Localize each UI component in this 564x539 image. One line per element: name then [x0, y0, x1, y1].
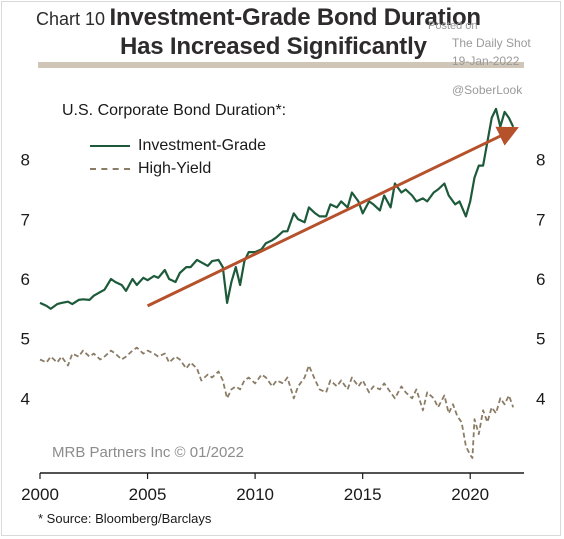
- legend-swatch-ig: [90, 145, 130, 147]
- legend-label-hy: High-Yield: [138, 160, 212, 177]
- y-tick-label-right: 8: [536, 151, 545, 170]
- y-tick-label-right: 5: [536, 330, 545, 349]
- legend-item-hy: High-Yield: [90, 160, 211, 178]
- legend-item-ig: Investment-Grade: [90, 137, 266, 155]
- chart-number: Chart 10: [36, 9, 106, 29]
- watermark-date: 19-Jan-2022: [452, 54, 520, 68]
- x-tick-label: 2015: [344, 485, 382, 504]
- legend-label-ig: Investment-Grade: [138, 137, 267, 154]
- y-tick-label-left: 7: [21, 210, 30, 229]
- y-tick-label-left: 8: [21, 151, 30, 170]
- title-line-2: Has Increased Significantly: [120, 33, 427, 60]
- watermark-site: The Daily Shot: [452, 36, 531, 50]
- watermark-handle: @SoberLook: [452, 83, 523, 97]
- trend-arrow: [146, 126, 519, 308]
- series-line-investment-grade: [39, 107, 515, 310]
- watermark-posted: Posted on: [428, 20, 478, 32]
- x-tick-label: 2010: [236, 485, 274, 504]
- y-tick-label-left: 4: [21, 389, 30, 408]
- chart-title: Chart 10 Investment-Grade Bond Duration …: [36, 4, 482, 60]
- x-tick-label: 2000: [21, 485, 59, 504]
- title-line-1: Investment-Grade Bond Duration: [109, 4, 482, 31]
- y-tick-label-right: 6: [536, 270, 545, 289]
- x-tick-label: 2020: [451, 485, 489, 504]
- source-note: * Source: Bloomberg/Barclays: [38, 511, 212, 526]
- y-tick-label-right: 4: [536, 389, 545, 408]
- x-tick-label: 2005: [129, 485, 167, 504]
- credit-text: MRB Partners Inc © 01/2022: [52, 444, 244, 461]
- y-tick-label-left: 5: [21, 330, 30, 349]
- chart-subtitle: U.S. Corporate Bond Duration*:: [62, 102, 287, 119]
- legend-swatch-hy: [90, 168, 130, 170]
- series-line-high-yield: [39, 346, 515, 459]
- y-tick-label-right: 7: [536, 210, 545, 229]
- y-tick-label-left: 6: [21, 270, 30, 289]
- title-rule: [38, 62, 524, 68]
